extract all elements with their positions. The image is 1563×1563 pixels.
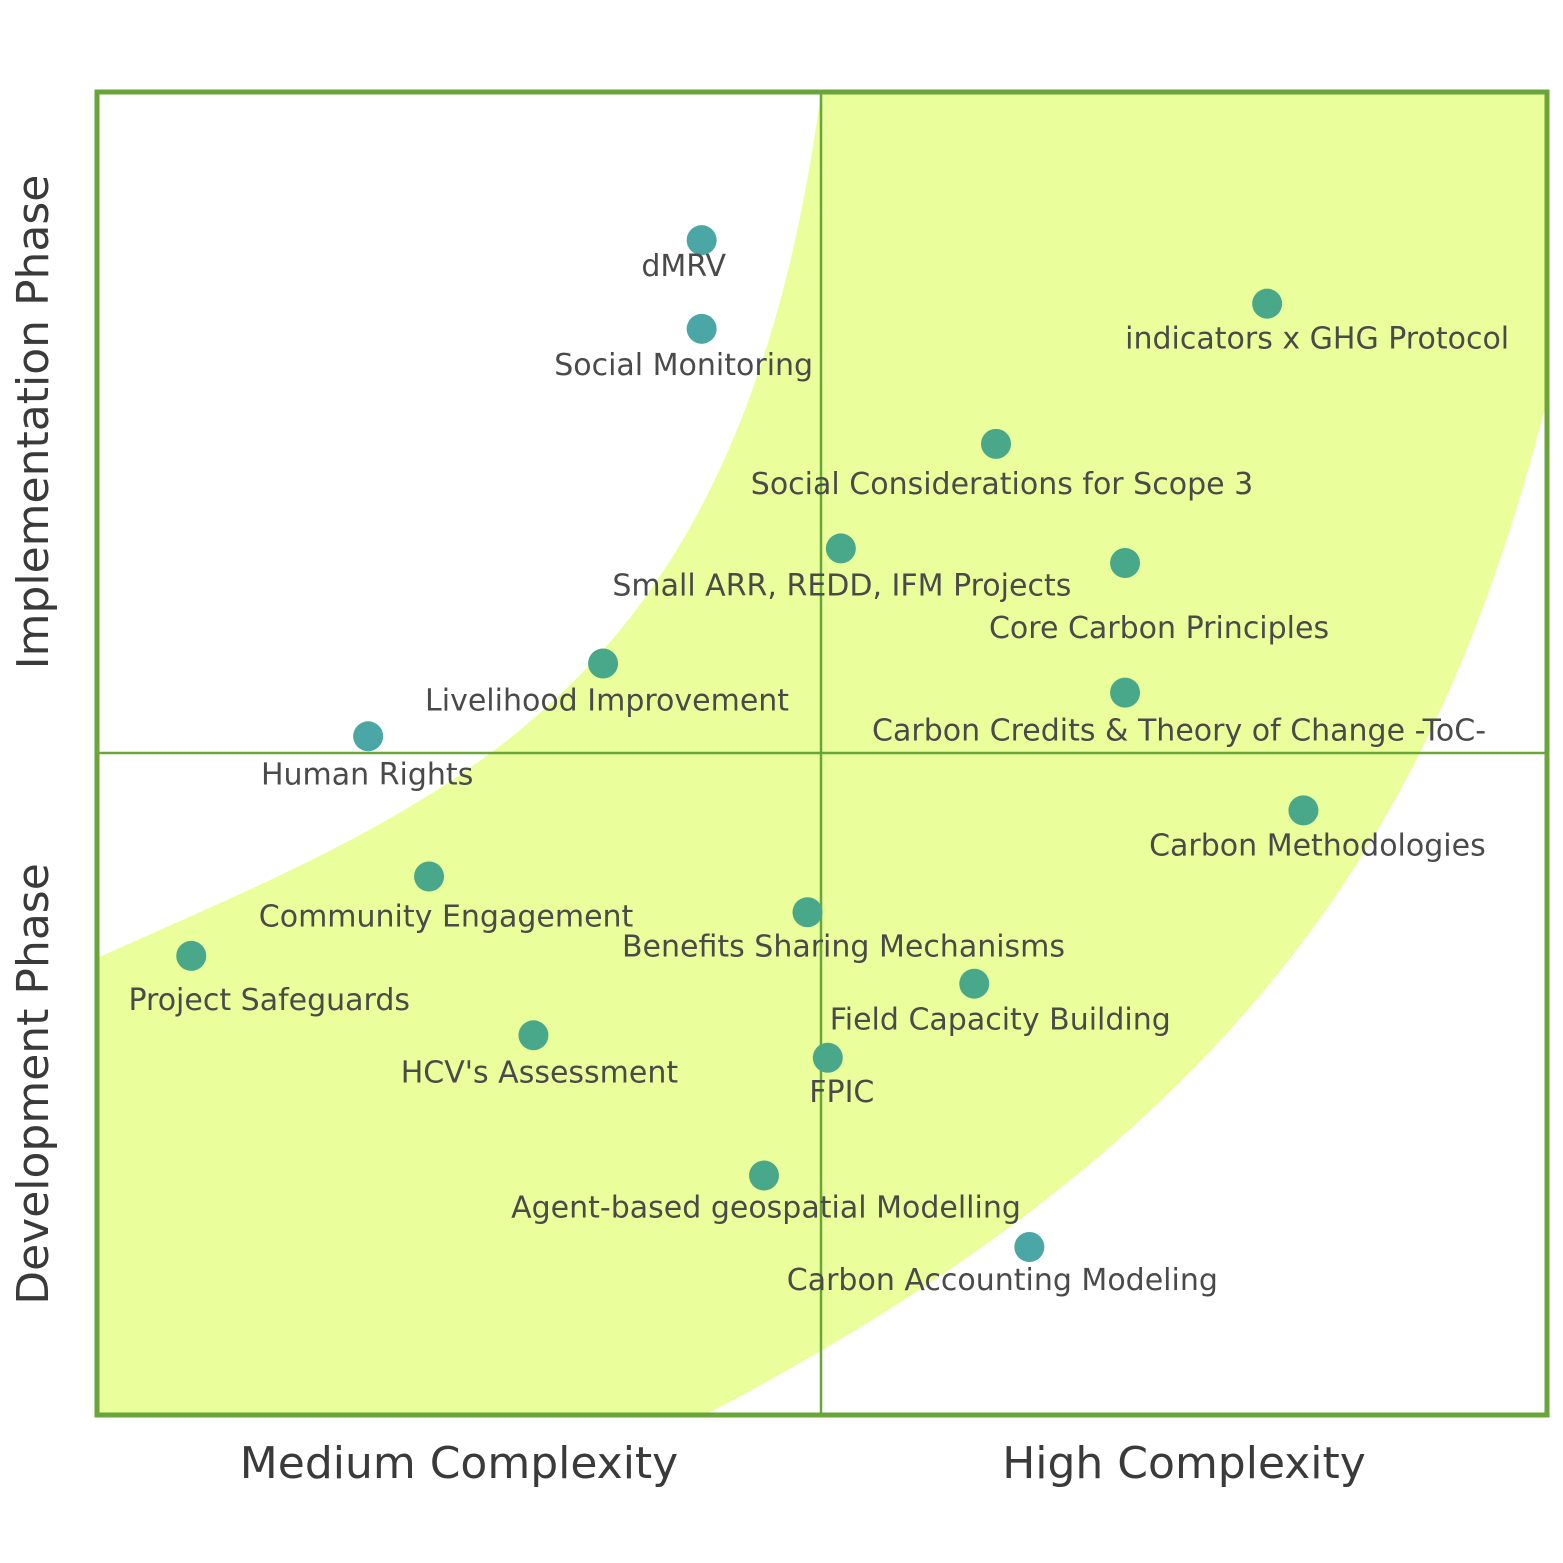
data-point bbox=[749, 1160, 779, 1191]
point-label: Core Carbon Principles bbox=[989, 611, 1329, 646]
y-axis-label-implementation: Implementation Phase bbox=[8, 175, 59, 670]
data-point bbox=[518, 1020, 549, 1051]
data-point bbox=[176, 940, 207, 971]
data-point bbox=[1014, 1231, 1045, 1262]
x-axis-label-high: High Complexity bbox=[1002, 1438, 1366, 1489]
data-point bbox=[792, 897, 823, 928]
point-label: Carbon Credits & Theory of Change -ToC- bbox=[872, 714, 1486, 749]
data-point bbox=[353, 721, 384, 752]
point-label: Human Rights bbox=[261, 757, 473, 792]
point-label: Social Monitoring bbox=[554, 348, 813, 383]
point-label: Livelihood Improvement bbox=[425, 684, 789, 719]
data-point bbox=[686, 313, 717, 344]
data-point bbox=[686, 225, 717, 256]
point-label: Social Considerations for Scope 3 bbox=[751, 467, 1253, 502]
data-point bbox=[1110, 547, 1141, 578]
plot-frame bbox=[94, 89, 1550, 1418]
point-label: FPIC bbox=[809, 1075, 874, 1110]
data-point bbox=[981, 428, 1011, 459]
data-point bbox=[959, 968, 990, 999]
data-point bbox=[1110, 677, 1141, 708]
x-axis-label-medium: Medium Complexity bbox=[240, 1438, 678, 1489]
point-label: Small ARR, REDD, IFM Projects bbox=[612, 568, 1071, 603]
data-point bbox=[1252, 288, 1283, 319]
data-point bbox=[1288, 795, 1319, 826]
data-point bbox=[414, 861, 445, 892]
data-point bbox=[812, 1042, 843, 1073]
data-point bbox=[588, 648, 619, 679]
data-point bbox=[825, 533, 856, 564]
point-label: Project Safeguards bbox=[128, 983, 410, 1018]
point-label: indicators x GHG Protocol bbox=[1125, 322, 1509, 357]
point-label: Community Engagement bbox=[259, 900, 634, 935]
point-label: dMRV bbox=[641, 249, 726, 284]
point-label: Agent-based geospatial Modelling bbox=[511, 1191, 1021, 1226]
point-label: Carbon Methodologies bbox=[1149, 828, 1486, 863]
points-layer: dMRV Social Monitoring indicators x GHG Pr… bbox=[128, 225, 1509, 1298]
y-axis-label-development: Development Phase bbox=[8, 863, 59, 1305]
point-label: Field Capacity Building bbox=[830, 1003, 1171, 1038]
point-label: HCV's Assessment bbox=[401, 1055, 679, 1090]
point-label: Carbon Accounting Modeling bbox=[787, 1263, 1218, 1298]
point-label: Benefits Sharing Mechanisms bbox=[622, 929, 1065, 964]
